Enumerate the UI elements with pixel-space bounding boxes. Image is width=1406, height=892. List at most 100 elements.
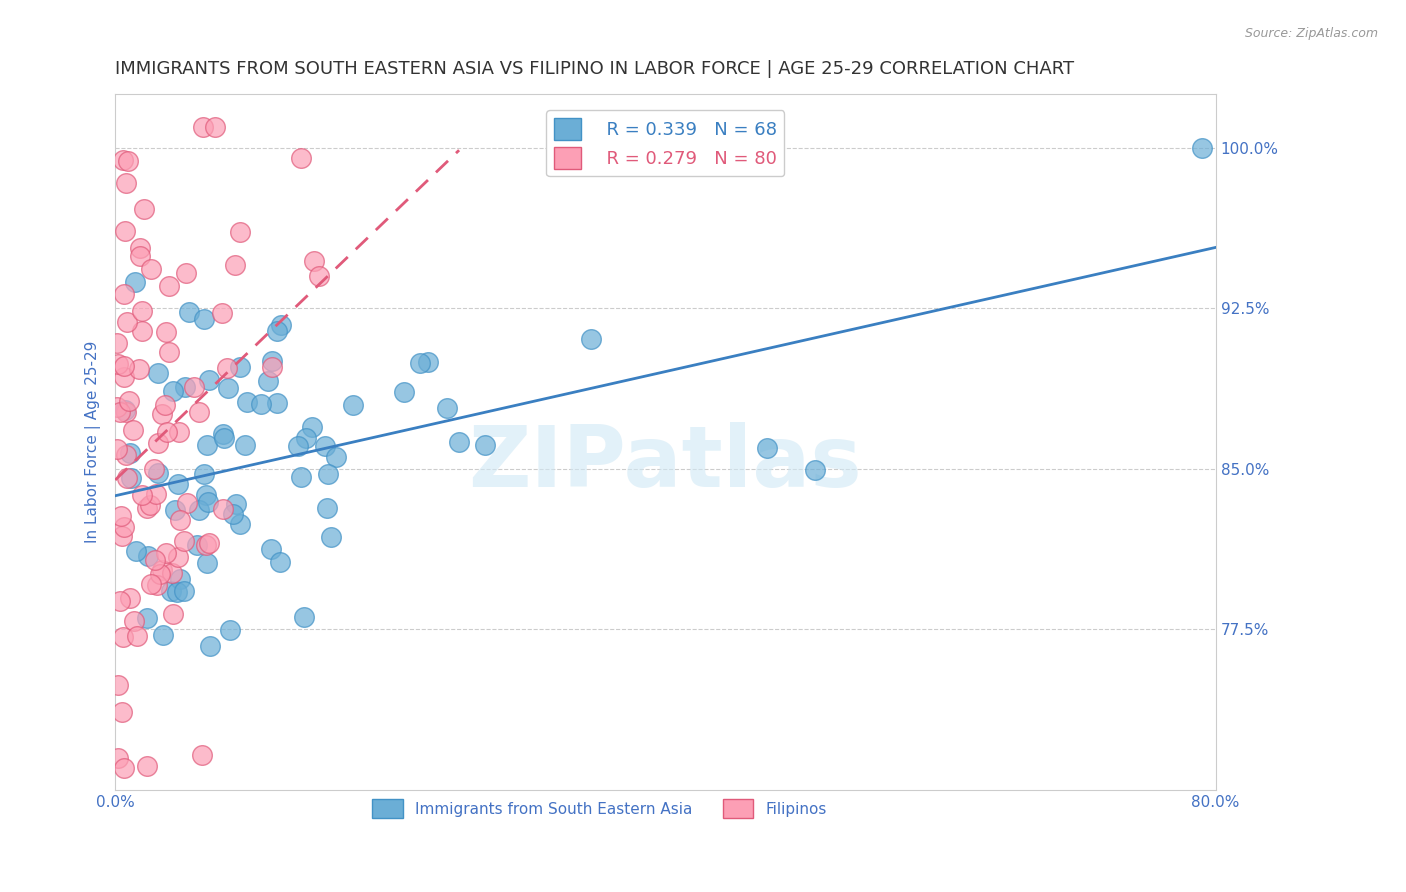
Point <box>174 266 197 280</box>
Point <box>266 396 288 410</box>
Point <box>115 315 138 329</box>
Point <box>167 425 190 440</box>
Point <box>229 516 252 531</box>
Point <box>270 318 292 333</box>
Point <box>128 362 150 376</box>
Point <box>107 751 129 765</box>
Point <box>211 501 233 516</box>
Point <box>159 345 181 359</box>
Point <box>162 607 184 621</box>
Point <box>128 241 150 255</box>
Point <box>115 448 138 462</box>
Point <box>132 202 155 216</box>
Point <box>117 153 139 168</box>
Point <box>155 546 177 560</box>
Point <box>138 549 160 564</box>
Point <box>105 400 128 414</box>
Point <box>155 325 177 339</box>
Point <box>111 705 134 719</box>
Point <box>186 538 208 552</box>
Point <box>118 446 141 460</box>
Point <box>166 585 188 599</box>
Point <box>108 405 131 419</box>
Point <box>112 286 135 301</box>
Point <box>294 431 316 445</box>
Point <box>222 508 245 522</box>
Point <box>152 628 174 642</box>
Point <box>447 434 470 449</box>
Point <box>117 471 139 485</box>
Point <box>193 467 215 481</box>
Point <box>409 356 432 370</box>
Point <box>150 563 173 577</box>
Point <box>436 401 458 415</box>
Point <box>233 438 256 452</box>
Point <box>115 405 138 419</box>
Point <box>167 477 190 491</box>
Point <box>292 610 315 624</box>
Point <box>195 438 218 452</box>
Point <box>249 396 271 410</box>
Point <box>173 380 195 394</box>
Point <box>198 536 221 550</box>
Point <box>229 225 252 239</box>
Point <box>260 541 283 556</box>
Point <box>110 594 132 608</box>
Point <box>131 324 153 338</box>
Point <box>756 441 779 455</box>
Point <box>290 469 312 483</box>
Point <box>141 576 163 591</box>
Point <box>162 384 184 398</box>
Point <box>474 437 496 451</box>
Point <box>143 552 166 566</box>
Point <box>195 488 218 502</box>
Point <box>135 759 157 773</box>
Point <box>135 500 157 515</box>
Point <box>176 496 198 510</box>
Point <box>149 566 172 581</box>
Point <box>107 678 129 692</box>
Point <box>236 394 259 409</box>
Point <box>229 360 252 375</box>
Point <box>179 304 201 318</box>
Point <box>145 487 167 501</box>
Point <box>122 614 145 628</box>
Point <box>169 573 191 587</box>
Point <box>204 120 226 134</box>
Point <box>136 611 159 625</box>
Point <box>301 420 323 434</box>
Point <box>212 431 235 445</box>
Point <box>111 630 134 644</box>
Point <box>316 467 339 482</box>
Point <box>157 278 180 293</box>
Point <box>124 276 146 290</box>
Point <box>290 152 312 166</box>
Point <box>112 153 135 167</box>
Point <box>129 249 152 263</box>
Point <box>200 639 222 653</box>
Point <box>191 748 214 763</box>
Point <box>114 403 136 417</box>
Point <box>197 495 219 509</box>
Point <box>148 436 170 450</box>
Point <box>266 324 288 338</box>
Point <box>127 629 149 643</box>
Point <box>212 427 235 442</box>
Point <box>188 503 211 517</box>
Point <box>581 332 603 346</box>
Point <box>139 498 162 512</box>
Point <box>225 497 247 511</box>
Point <box>803 463 825 477</box>
Point <box>314 439 336 453</box>
Point <box>125 543 148 558</box>
Point <box>112 761 135 775</box>
Point <box>315 501 337 516</box>
Point <box>217 361 239 376</box>
Point <box>139 262 162 277</box>
Point <box>112 520 135 534</box>
Point <box>211 306 233 320</box>
Point <box>188 405 211 419</box>
Point <box>114 224 136 238</box>
Point <box>262 359 284 374</box>
Point <box>118 394 141 409</box>
